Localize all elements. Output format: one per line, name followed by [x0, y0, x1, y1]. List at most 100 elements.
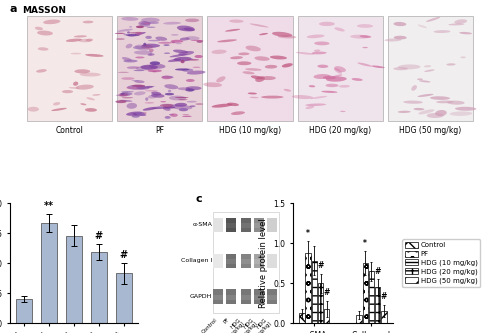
Ellipse shape [414, 108, 424, 110]
Ellipse shape [372, 66, 385, 68]
Ellipse shape [164, 44, 170, 46]
Ellipse shape [334, 68, 342, 74]
FancyBboxPatch shape [240, 218, 251, 232]
Ellipse shape [360, 35, 372, 38]
Ellipse shape [121, 77, 134, 80]
Ellipse shape [53, 102, 60, 106]
Text: #: # [318, 261, 324, 270]
Ellipse shape [144, 46, 156, 48]
Bar [369, 271, 374, 323]
Ellipse shape [309, 85, 316, 87]
Ellipse shape [36, 69, 47, 73]
Ellipse shape [404, 101, 423, 104]
Ellipse shape [164, 107, 175, 109]
Ellipse shape [394, 36, 407, 39]
Ellipse shape [82, 21, 94, 23]
Ellipse shape [182, 114, 190, 115]
Ellipse shape [318, 65, 328, 68]
Ellipse shape [152, 71, 156, 72]
Ellipse shape [148, 40, 160, 41]
Ellipse shape [182, 69, 194, 72]
Ellipse shape [334, 66, 346, 72]
Ellipse shape [292, 95, 313, 99]
Text: Collagen I: Collagen I [180, 258, 212, 263]
Ellipse shape [80, 73, 101, 77]
Ellipse shape [180, 60, 184, 63]
Ellipse shape [35, 27, 43, 30]
Ellipse shape [76, 85, 94, 90]
Ellipse shape [156, 37, 167, 41]
FancyBboxPatch shape [226, 253, 236, 268]
Ellipse shape [430, 96, 450, 100]
FancyBboxPatch shape [27, 16, 112, 121]
Ellipse shape [149, 54, 152, 55]
FancyBboxPatch shape [213, 289, 223, 304]
Ellipse shape [278, 35, 296, 38]
FancyBboxPatch shape [388, 16, 473, 121]
Ellipse shape [172, 41, 175, 43]
Ellipse shape [352, 78, 363, 81]
FancyBboxPatch shape [226, 259, 236, 264]
Ellipse shape [212, 104, 233, 108]
Ellipse shape [178, 28, 190, 30]
Text: PF: PF [223, 317, 231, 325]
Ellipse shape [418, 109, 434, 114]
Ellipse shape [186, 36, 200, 40]
Ellipse shape [163, 22, 181, 25]
Ellipse shape [129, 32, 142, 34]
Ellipse shape [179, 108, 188, 111]
Ellipse shape [121, 93, 124, 95]
Ellipse shape [340, 111, 345, 112]
Ellipse shape [259, 33, 268, 35]
Ellipse shape [73, 82, 78, 86]
FancyBboxPatch shape [226, 218, 236, 232]
Ellipse shape [66, 39, 82, 42]
Ellipse shape [212, 50, 226, 54]
Ellipse shape [134, 70, 144, 71]
FancyBboxPatch shape [254, 223, 264, 228]
Ellipse shape [238, 52, 250, 55]
Ellipse shape [132, 115, 140, 118]
Ellipse shape [250, 23, 268, 27]
Ellipse shape [419, 80, 430, 83]
Ellipse shape [394, 22, 406, 26]
FancyBboxPatch shape [254, 218, 264, 232]
FancyBboxPatch shape [226, 295, 236, 300]
Bar [116, 273, 132, 323]
Ellipse shape [117, 29, 133, 32]
FancyBboxPatch shape [213, 295, 223, 300]
Text: *: * [364, 239, 367, 248]
Ellipse shape [190, 105, 196, 107]
Ellipse shape [68, 87, 80, 89]
FancyBboxPatch shape [240, 223, 251, 228]
Ellipse shape [85, 54, 103, 57]
Ellipse shape [136, 86, 149, 90]
Bar [381, 311, 386, 323]
Ellipse shape [151, 92, 162, 96]
Bar [312, 261, 317, 323]
Ellipse shape [146, 36, 152, 39]
Text: HDG
(50 mg/kg): HDG (50 mg/kg) [243, 317, 272, 333]
Ellipse shape [245, 68, 262, 71]
Ellipse shape [296, 52, 314, 55]
Bar [41, 223, 57, 323]
Ellipse shape [164, 116, 170, 119]
Ellipse shape [164, 53, 170, 54]
Text: #: # [374, 267, 381, 276]
Text: a: a [10, 4, 18, 14]
Ellipse shape [332, 74, 342, 78]
Ellipse shape [149, 64, 166, 69]
Ellipse shape [196, 103, 203, 105]
Ellipse shape [116, 94, 130, 96]
Ellipse shape [70, 53, 82, 54]
Ellipse shape [118, 93, 128, 97]
Ellipse shape [80, 103, 86, 105]
Ellipse shape [251, 76, 262, 79]
Ellipse shape [398, 64, 420, 69]
Ellipse shape [426, 17, 440, 22]
Ellipse shape [162, 76, 173, 79]
Ellipse shape [175, 103, 187, 107]
Ellipse shape [121, 91, 134, 93]
Ellipse shape [136, 112, 144, 116]
Ellipse shape [175, 68, 189, 71]
